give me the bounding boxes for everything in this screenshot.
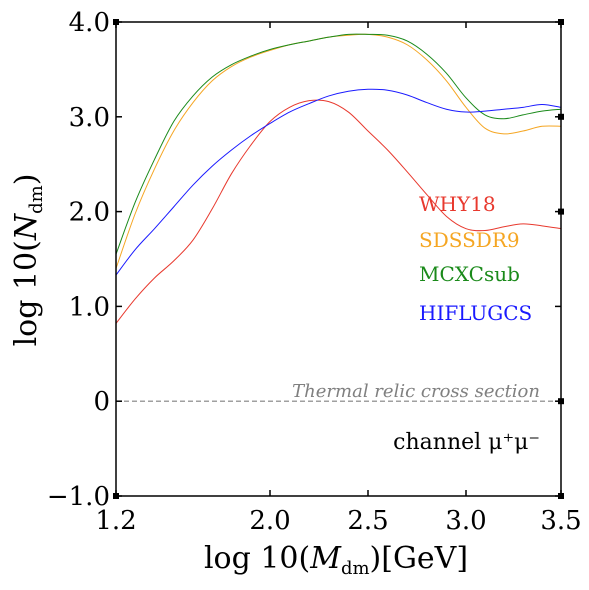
y-tick-label: 3.0 <box>69 103 110 133</box>
right-tick-marker <box>558 398 564 405</box>
curves <box>115 33 562 324</box>
y-tick-label: 1.0 <box>69 292 110 322</box>
corner-marker <box>558 493 564 499</box>
legend-label-why18: WHY18 <box>419 192 496 216</box>
plot-frame <box>115 21 562 497</box>
legend-label-mcxcsub: MCXCsub <box>419 262 520 286</box>
y-tick-label: 4.0 <box>69 8 110 38</box>
reference-line-label: Thermal relic cross section <box>292 381 540 402</box>
x-tick-label: 3.0 <box>445 506 486 536</box>
series-line-mcxcsub <box>115 33 562 255</box>
x-tick-label: 2.0 <box>249 506 290 536</box>
ticks: 1.2 2.0 2.5 3.0 3.5 −1.0 0 1.0 2.0 3.0 4.0 <box>47 8 582 536</box>
y-tick-label: −1.0 <box>47 482 110 512</box>
channel-annotation: channel μ⁺μ⁻ <box>393 430 540 455</box>
series-line-sdssdr9 <box>115 33 562 269</box>
y-tick-label: 0 <box>93 387 110 417</box>
y-axis-label: log 10(Ndm) <box>9 174 47 347</box>
right-tick-marker <box>558 113 564 120</box>
x-tick-label: 1.2 <box>95 506 136 536</box>
y-tick-label: 2.0 <box>69 198 110 228</box>
right-tick-marker <box>558 208 564 215</box>
x-tick-label: 3.5 <box>540 506 581 536</box>
x-tick-label: 2.5 <box>347 506 388 536</box>
legend-label-hiflugcs: HIFLUGCS <box>419 301 532 325</box>
legend-label-sdssdr9: SDSSDR9 <box>419 228 520 252</box>
legend: WHY18 SDSSDR9 MCXCsub HIFLUGCS <box>419 192 532 325</box>
series-line-why18 <box>115 99 562 324</box>
corner-marker <box>113 19 119 25</box>
corner-marker <box>113 493 119 499</box>
x-axis-label: log 10(Mdm)[GeV] <box>204 541 468 579</box>
series-line-hiflugcs <box>115 88 562 276</box>
corner-marker <box>558 19 564 25</box>
